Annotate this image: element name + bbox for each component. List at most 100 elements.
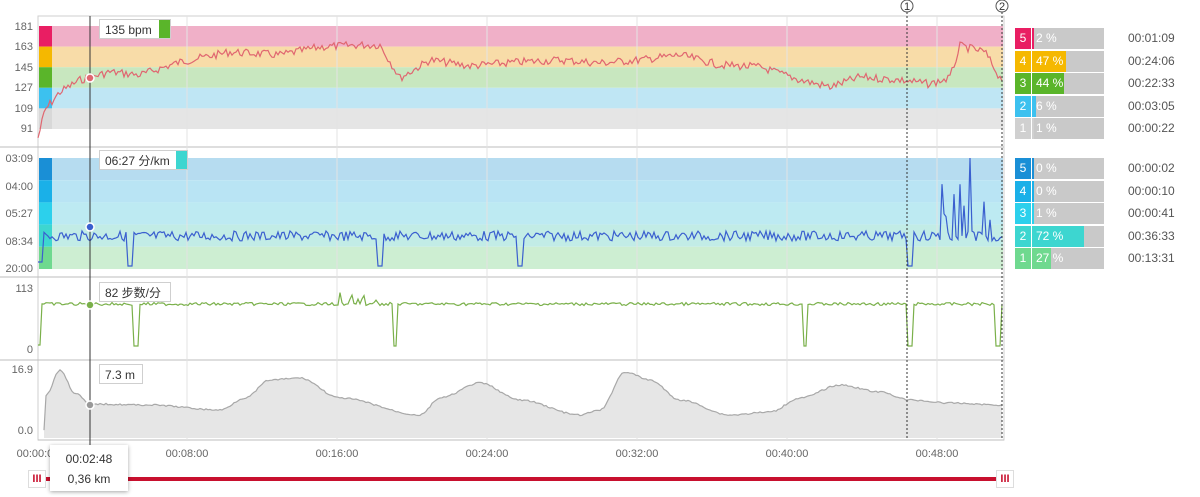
activity-chart[interactable]: 181 163 145 127 109 91 03:09 04:00 05:27 08:34 20:… [0, 0, 1010, 460]
hr-zone-row-3: 3 44 % 00:22:33 [1015, 73, 1200, 94]
pace-zone-percent: 27 % [1036, 251, 1064, 265]
pace-zone-time: 00:13:31 [1128, 251, 1175, 265]
hr-zone-number: 3 [1015, 73, 1031, 94]
hr-zone-marker-5 [39, 26, 52, 47]
pace-zone-percent: 72 % [1036, 228, 1064, 243]
pace-zone-marker-2 [39, 224, 52, 247]
pace-zone-percent: 0 % [1036, 183, 1057, 198]
cadence-tooltip-value: 82 步数/分 [105, 286, 162, 300]
hr-zone-percent: 1 % [1036, 121, 1057, 135]
pace-zone-time: 00:00:41 [1128, 206, 1175, 220]
pace-zone-band-4 [52, 180, 1003, 203]
hr-zone-row-4: 4 47 % 00:24:06 [1015, 50, 1200, 72]
pace-zone-row-3: 3 1 % 00:00:41 [1015, 203, 1200, 224]
cadence-tick-label: 0 [27, 344, 33, 356]
pace-zone-number: 3 [1015, 203, 1031, 224]
range-slider-left-handle[interactable]: III [28, 470, 46, 488]
hr-zone-time: 00:01:09 [1128, 31, 1175, 45]
cadence-line [38, 292, 1003, 347]
pace-tick-label: 08:34 [5, 236, 33, 248]
pace-zone-bar-fill [1032, 158, 1034, 179]
pace-zone-bar: 27 % [1032, 248, 1104, 269]
elevation-line [43, 368, 1003, 431]
pace-zone-band-5 [52, 158, 1003, 181]
pace-zone-marker-3 [39, 202, 52, 225]
hr-tooltip: 135 bpm [99, 19, 171, 39]
hr-line [37, 40, 1003, 139]
time-axis-label: 00:16:00 [316, 448, 359, 460]
pace-tooltip-value: 06:27 分/km [105, 154, 170, 168]
hr-tick-label: 127 [15, 82, 33, 94]
cursor-info-box: 00:02:48 0,36 km [50, 445, 128, 491]
lap-marker-badge [900, 0, 914, 13]
cadence-tooltip: 82 步数/分 [99, 282, 171, 302]
pace-zone-number: 4 [1015, 180, 1031, 202]
pace-zone-percent: 0 % [1036, 161, 1057, 175]
hr-zone-bar: 47 % [1032, 50, 1104, 72]
cursor-dot [85, 73, 95, 83]
pace-zone-number: 2 [1015, 225, 1031, 247]
hr-zone-band-4 [52, 46, 1003, 68]
hr-zone-row-2: 2 6 % 00:03:05 [1015, 95, 1200, 117]
range-slider-right-handle[interactable]: III [996, 470, 1014, 488]
hr-zone-bar-fill [1032, 28, 1034, 49]
hr-zone-bar: 44 % [1032, 73, 1104, 94]
hr-tick-label: 181 [15, 21, 33, 33]
hr-zone-time: 00:22:33 [1128, 76, 1175, 90]
hr-zone-time: 00:24:06 [1128, 53, 1175, 68]
hr-zone-bar-fill [1032, 73, 1064, 94]
hr-zone-percent: 47 % [1036, 53, 1064, 68]
time-axis-label: 00:40:00 [766, 448, 809, 460]
pace-zone-bar-fill [1032, 203, 1034, 224]
range-slider-track[interactable] [36, 477, 1006, 481]
hr-zone-row-1: 1 1 % 00:00:22 [1015, 118, 1200, 139]
pace-zone-row-4: 4 0 % 00:00:10 [1015, 180, 1200, 202]
pace-zone-bar-fill [1032, 180, 1034, 202]
pace-zone-bar: 0 % [1032, 180, 1104, 202]
pace-zone-marker-1 [39, 246, 52, 269]
hr-zone-percent: 44 % [1036, 76, 1064, 90]
pace-zone-marker-5 [39, 158, 52, 181]
time-axis-label: 00:32:00 [616, 448, 659, 460]
hr-zone-band-5 [52, 26, 1003, 47]
pace-line [38, 157, 1003, 267]
pace-zone-row-5: 5 0 % 00:00:02 [1015, 158, 1200, 179]
hr-zone-bar: 6 % [1032, 95, 1104, 117]
hr-tick-label: 91 [21, 123, 33, 135]
pace-zone-bar-fill [1032, 248, 1052, 269]
elevation-tooltip-value: 7.3 m [105, 368, 136, 382]
pace-zone-bar-fill [1032, 225, 1084, 247]
pace-zone-marker-4 [39, 180, 52, 203]
pace-zone-band-1 [52, 246, 1003, 269]
pace-zone-bar: 1 % [1032, 203, 1104, 224]
hr-zone-bar: 1 % [1032, 118, 1104, 139]
hr-zone-number: 2 [1015, 95, 1031, 117]
pace-zone-number: 5 [1015, 158, 1031, 179]
hr-zone-row-5: 5 2 % 00:01:09 [1015, 28, 1200, 49]
hr-tick-label: 163 [15, 41, 33, 53]
hr-zone-marker-2 [39, 87, 52, 109]
hr-zone-marker-4 [39, 46, 52, 68]
pace-zone-bar: 72 % [1032, 225, 1104, 247]
cadence-tick-label: 113 [15, 283, 33, 295]
hr-zone-number: 1 [1015, 118, 1031, 139]
hr-tick-label: 109 [15, 103, 33, 115]
cursor-dot [85, 222, 95, 232]
elevation-area [44, 369, 1002, 438]
lap-marker-badge [995, 0, 1009, 13]
hr-zone-time: 00:00:22 [1128, 121, 1175, 135]
hr-zone-bar-fill [1032, 95, 1037, 117]
pace-zone-summary: 5 0 % 00:00:02 4 0 % 00:00:10 3 1 % 00:00:41 2 72 … [1015, 158, 1200, 270]
cursor-time: 00:02:48 [65, 452, 113, 466]
pace-tooltip-swatch [176, 151, 187, 169]
elevation-tick-label: 16.9 [12, 364, 33, 376]
lap-marker-label: 1 [904, 1, 910, 13]
pace-zone-percent: 1 % [1036, 206, 1057, 220]
hr-zone-band-2 [52, 87, 1003, 109]
pace-zone-time: 00:00:02 [1128, 161, 1175, 175]
hr-tooltip-value: 135 bpm [105, 23, 152, 37]
time-axis-label: 00:00:00 [17, 448, 60, 460]
hr-zone-bar-fill [1032, 118, 1034, 139]
hr-zone-marker-3 [39, 67, 52, 88]
pace-zone-row-2: 2 72 % 00:36:33 [1015, 225, 1200, 247]
